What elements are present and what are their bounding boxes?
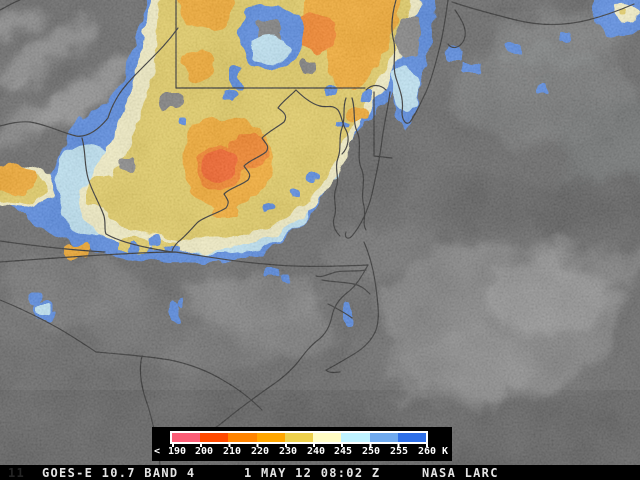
colorbar-segment [369, 433, 398, 442]
colorbar-segment [341, 433, 370, 442]
colorbar-segment [397, 433, 426, 442]
legend-tick-label: 255 [389, 446, 409, 457]
legend-tick-label: 220 [250, 446, 270, 457]
legend-tick-label: 190 [167, 446, 187, 457]
texture-grain [0, 0, 640, 466]
colorbar-ticks [172, 444, 428, 447]
colorbar-segment [256, 433, 285, 442]
agency-label: NASA LARC [422, 466, 499, 480]
status-bar: 11 GOES-E 10.7 BAND 4 1 MAY 12 08:02 Z N… [0, 465, 640, 480]
legend-tick-label: 240 [306, 446, 326, 457]
colorbar-segment [284, 433, 314, 442]
temperature-legend: < 190 200 210 220 230 240 245 250 255 26… [152, 427, 452, 461]
colorbar-segment [200, 433, 229, 442]
legend-tick-label: < [153, 446, 161, 457]
timestamp-label: 1 MAY 12 08:02 Z [244, 466, 381, 480]
colorbar-segment [172, 433, 201, 442]
legend-tick-label: 260 [417, 446, 437, 457]
legend-tick-label: 250 [361, 446, 381, 457]
legend-unit-label: K [441, 446, 449, 457]
satellite-product-label: GOES-E 10.7 BAND 4 [42, 466, 196, 480]
colorbar-segment [313, 433, 342, 442]
colorbar [170, 431, 428, 444]
legend-tick-label: 245 [333, 446, 353, 457]
legend-tick-label: 200 [194, 446, 214, 457]
frame-number: 11 [8, 466, 26, 480]
legend-tick-label: 230 [278, 446, 298, 457]
colorbar-segment [228, 433, 257, 442]
legend-tick-label: 210 [222, 446, 242, 457]
satellite-map [0, 0, 640, 466]
